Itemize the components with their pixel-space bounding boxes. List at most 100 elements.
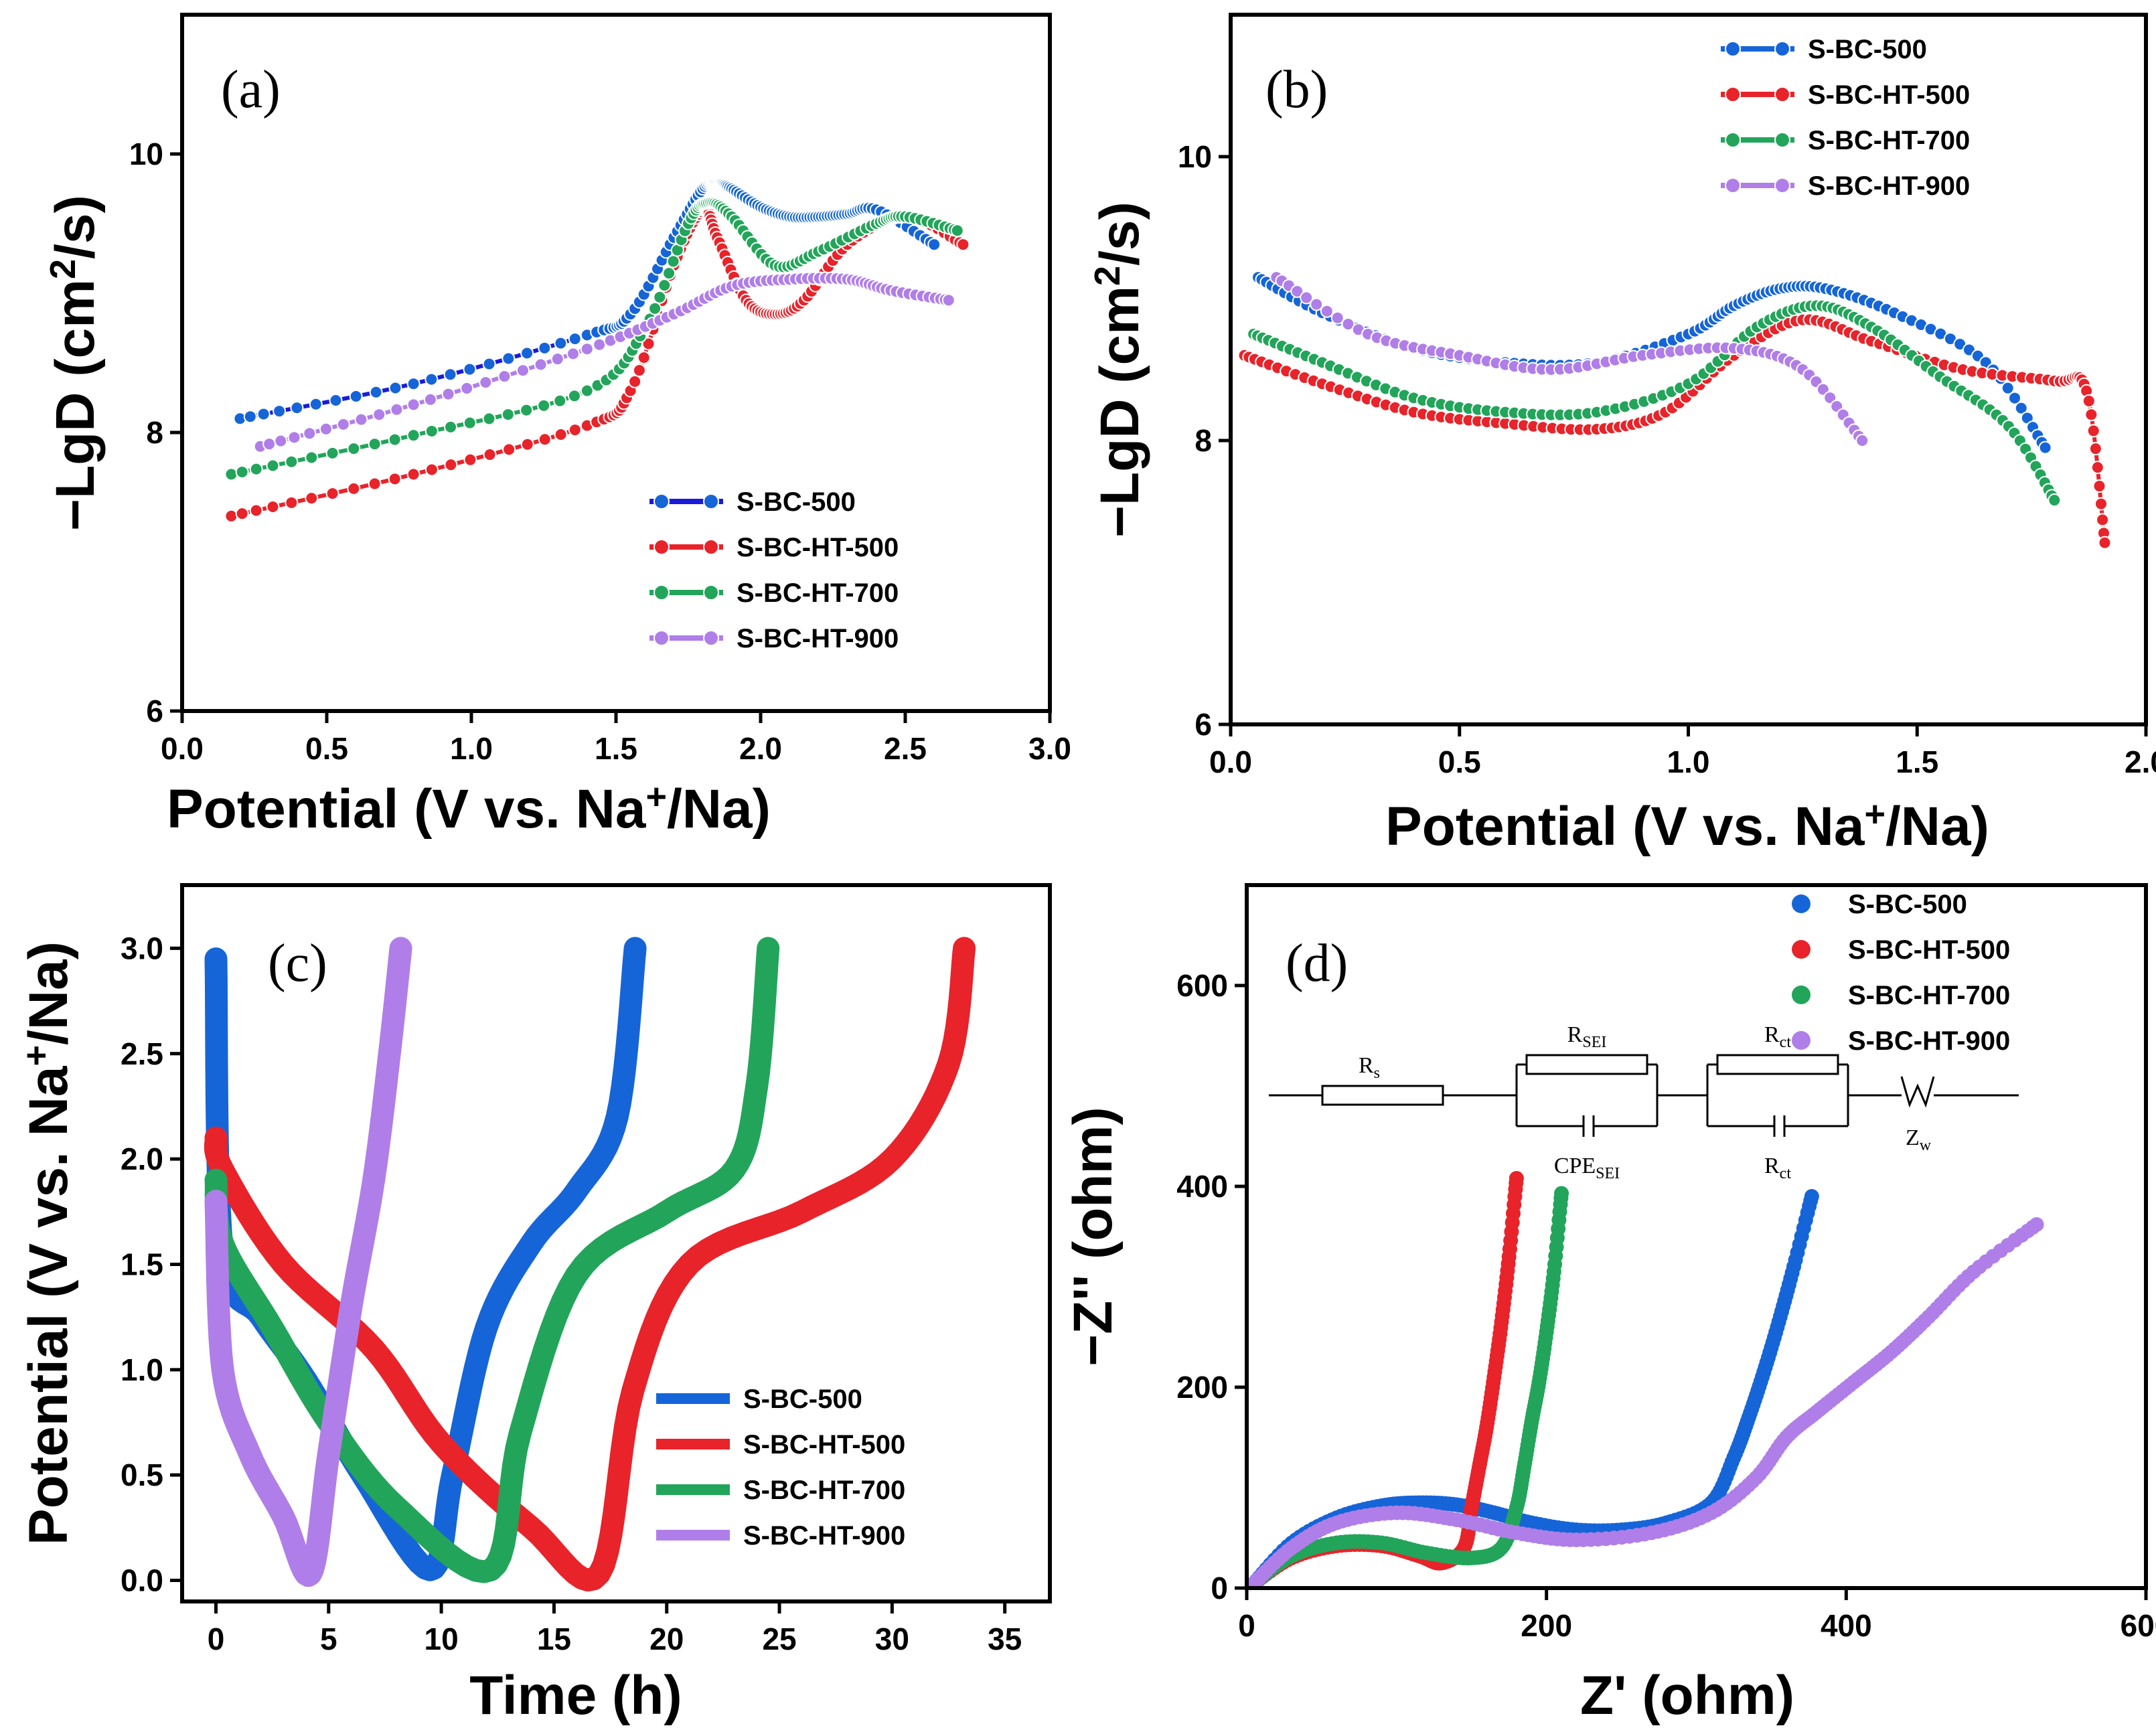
legend-item-s-bc-ht-500: S-BC-HT-500 xyxy=(649,533,899,562)
legend-marker xyxy=(1792,986,1811,1004)
x-tick-label: 400 xyxy=(1821,1608,1872,1643)
marker-s-bc-ht-900 xyxy=(1290,285,1304,299)
label-rct-bottom-sub: ct xyxy=(1780,1165,1792,1182)
legend-marker xyxy=(1725,41,1741,57)
marker-s-bc-ht-700 xyxy=(463,416,477,430)
x-tick-label: 0 xyxy=(1238,1608,1255,1643)
x-axis-label: Time (h) xyxy=(469,1665,682,1726)
x-tick-label: 0.5 xyxy=(305,731,348,766)
line-s-bc-ht-900 xyxy=(204,937,412,1587)
panel-d: 0 200 400 600 0 200 400 600 Z' (ohm) −Z'' (ohm) (d… xyxy=(1063,883,2156,1726)
legend-marker xyxy=(703,493,719,509)
legend-item-s-bc-ht-900: S-BC-HT-900 xyxy=(1721,171,1970,201)
y-tick-label: 6 xyxy=(1195,707,1212,742)
legend-item-s-bc-ht-900: S-BC-HT-900 xyxy=(649,624,899,653)
x-tick-label: 30 xyxy=(875,1622,909,1656)
x-tick-label: 600 xyxy=(2121,1608,2156,1643)
y-tick-label: 8 xyxy=(146,415,163,450)
marker-s-bc-ht-900 xyxy=(1330,311,1344,325)
marker-s-bc-ht-900 xyxy=(516,364,530,378)
marker-s-bc-ht-500 xyxy=(235,507,249,521)
marker-s-bc-500 xyxy=(369,385,383,399)
marker-s-bc-ht-900 xyxy=(441,387,455,401)
marker-s-bc-ht-500 xyxy=(305,491,319,505)
legend-label: S-BC-HT-700 xyxy=(737,578,899,608)
x-tick-label: 20 xyxy=(649,1622,684,1656)
panel-label: (b) xyxy=(1265,60,1328,119)
legend-marker xyxy=(1725,132,1741,148)
marker-s-bc-ht-700 xyxy=(653,290,667,304)
legend-marker xyxy=(703,539,719,555)
legend-marker xyxy=(653,539,670,555)
marker-s-bc-ht-500 xyxy=(325,487,339,501)
marker-s-bc-ht-900 xyxy=(372,408,386,422)
legend-label: S-BC-HT-900 xyxy=(1808,171,1970,201)
legend-item-s-bc-500: S-BC-500 xyxy=(656,1385,862,1414)
x-axis-label-rest: /Na) xyxy=(1885,796,1989,857)
marker-s-bc-500 xyxy=(273,404,287,418)
legend-item-s-bc-ht-700: S-BC-HT-700 xyxy=(1792,981,2010,1010)
warburg-element xyxy=(1900,1076,1935,1108)
marker-s-bc-ht-900 xyxy=(319,422,333,436)
legend-marker xyxy=(703,584,719,601)
panel-a: 0.0 0.5 1.0 1.5 2.0 2.5 3.0 6 8 10 Potential (V vs… xyxy=(43,13,1071,840)
marker-s-bc-ht-900 xyxy=(1300,291,1314,305)
x-tick-label: 0.5 xyxy=(1438,744,1481,779)
series-s-bc-ht-900 xyxy=(253,271,955,453)
series-s-bc-ht-500 xyxy=(224,202,970,523)
y-axis-label-main: −LgD (cm xyxy=(1089,286,1150,538)
y-axis-label-rest: /Na) xyxy=(18,941,79,1045)
marker-s-bc-ht-500 xyxy=(568,423,582,437)
marker-s-bc-500 xyxy=(290,401,304,415)
x-axis-label-rest: /Na) xyxy=(667,779,771,840)
marker-s-bc-500 xyxy=(538,341,552,355)
legend-item-s-bc-ht-700: S-BC-HT-700 xyxy=(656,1476,905,1505)
marker-s-bc-500 xyxy=(425,372,439,386)
y-axis-label: −LgD (cm2/s) xyxy=(43,195,106,531)
marker-s-bc-ht-500 xyxy=(368,477,382,491)
legend-marker xyxy=(1792,894,1811,913)
x-tick-label: 15 xyxy=(537,1622,571,1656)
legend-label: S-BC-500 xyxy=(1808,35,1927,64)
marker-s-bc-500 xyxy=(329,393,343,407)
marker-s-bc-ht-900 xyxy=(1341,317,1355,331)
legend-marker xyxy=(1774,132,1790,148)
legend-label: S-BC-HT-700 xyxy=(743,1476,905,1505)
marker-s-bc-500 xyxy=(2038,441,2052,455)
marker-s-bc-ht-500 xyxy=(224,509,238,523)
plot-frame xyxy=(180,13,1052,713)
marker-s-bc-ht-900 xyxy=(941,293,955,307)
x-tick-label: 0.0 xyxy=(161,731,204,766)
marker-s-bc-ht-700 xyxy=(388,432,402,447)
marker-s-bc-ht-900 xyxy=(354,412,368,426)
marker-s-bc-ht-500 xyxy=(388,472,402,486)
x-tick-label: 1.5 xyxy=(1896,744,1938,779)
label-rsei-main: R xyxy=(1567,1022,1583,1047)
y-tick-label: 0.0 xyxy=(121,1563,163,1598)
legend-marker xyxy=(1725,86,1741,102)
y-tick-label: 200 xyxy=(1176,1370,1228,1405)
marker-s-bc-ht-500 xyxy=(2090,461,2104,475)
series-s-bc-ht-500 xyxy=(1237,313,2112,550)
legend-marker xyxy=(1774,86,1790,102)
marker-s-bc-ht-700 xyxy=(224,467,238,481)
resistor-rct xyxy=(1716,1054,1839,1075)
marker-s-bc-ht-900 xyxy=(1320,304,1334,318)
legend-label: S-BC-HT-500 xyxy=(1848,935,2010,965)
y-tick-label: 10 xyxy=(129,137,163,171)
y-tick-label: 400 xyxy=(1176,1169,1228,1204)
marker-s-bc-ht-500 xyxy=(2086,424,2100,438)
marker-s-bc-ht-700 xyxy=(662,266,676,281)
marker-s-bc-ht-900 xyxy=(336,417,350,431)
marker-s-bc-ht-500 xyxy=(444,458,458,472)
y-axis-label-rest: /s) xyxy=(1089,202,1150,266)
marker-s-bc-500 xyxy=(406,377,420,391)
label-rct-top-main: R xyxy=(1764,1022,1780,1047)
marker-s-bc-ht-700 xyxy=(567,389,581,403)
x-tick-label: 0.0 xyxy=(1209,744,1252,779)
marker-s-bc-ht-900 xyxy=(390,402,404,416)
marker-s-bc-ht-700 xyxy=(950,224,964,238)
marker-s-bc-ht-900 xyxy=(566,347,580,361)
